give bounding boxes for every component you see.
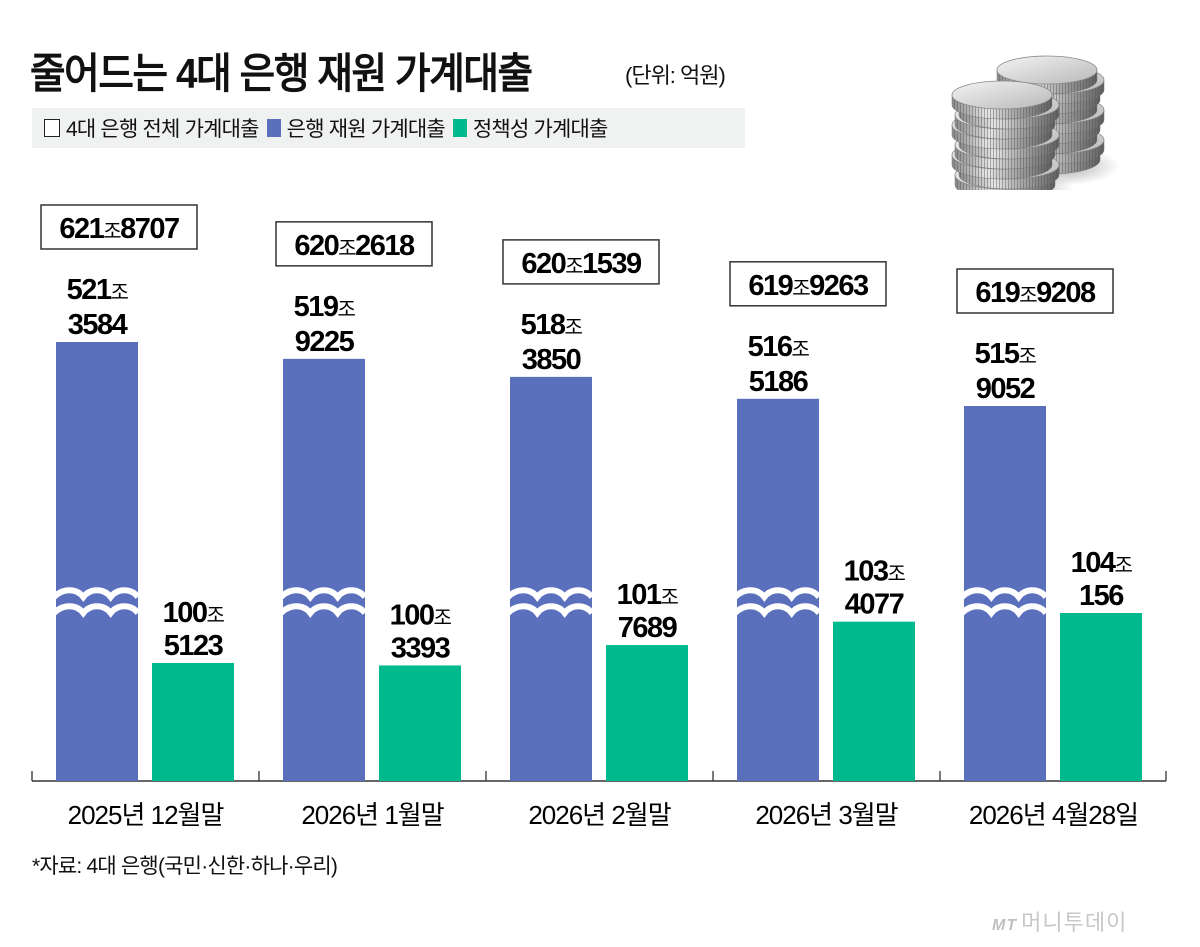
total-box <box>502 239 660 285</box>
data-label-policy-top: 100조 <box>163 597 225 629</box>
axis-break-wave <box>278 587 368 602</box>
axis-break-wave <box>959 587 1049 602</box>
data-label-policy-bottom: 5123 <box>164 630 224 662</box>
axis-break-wave <box>278 603 368 618</box>
axis-break-wave <box>51 603 141 618</box>
data-label-policy-top: 101조 <box>617 579 679 611</box>
data-label-policy-bottom: 4077 <box>845 589 904 621</box>
data-label-bank-funded-top: 519조 <box>294 291 356 323</box>
unit-note: (단위: 억원) <box>625 63 726 88</box>
data-label-policy-bottom: 7689 <box>618 612 678 644</box>
legend-label-policy: 정책성 가계대출 <box>472 118 608 141</box>
data-label-policy-top: 100조 <box>390 599 452 631</box>
axis-break-wave <box>505 587 595 602</box>
data-label-bank-funded-top: 516조 <box>748 331 810 363</box>
data-label-bank-funded-bottom: 9225 <box>295 326 355 358</box>
source-note: *자료: 4대 은행(국민·신한·하나·우리) <box>32 855 338 878</box>
chart-title: 줄어드는 4대 은행 재원 가계대출 <box>30 50 533 97</box>
data-label-bank-funded-top: 515조 <box>975 338 1037 370</box>
bar-policy <box>606 645 688 781</box>
total-label: 619조9208 <box>975 277 1096 309</box>
axis-break-wave <box>959 603 1049 618</box>
data-label-bank-funded-top: 518조 <box>521 309 583 341</box>
x-tick-label: 2026년 2월말 <box>528 800 670 830</box>
x-tick-label: 2025년 12월말 <box>68 800 224 830</box>
total-label: 620조1539 <box>521 248 642 280</box>
coin-stacks-icon <box>951 55 1120 190</box>
bar-policy <box>833 621 915 781</box>
total-box <box>40 204 198 250</box>
x-tick-label: 2026년 3월말 <box>755 800 897 830</box>
bar-bank-funded <box>283 358 365 781</box>
data-label-policy-top: 103조 <box>844 556 906 588</box>
data-label-policy-bottom: 156 <box>1079 580 1124 612</box>
legend-swatch-policy <box>452 119 467 137</box>
bar-bank-funded <box>510 376 592 781</box>
legend-item-policy: 정책성 가계대출 <box>452 113 608 143</box>
data-label-policy-top: 104조 <box>1071 547 1133 579</box>
logo-text: 머니투데이 <box>1021 910 1128 935</box>
bar-policy <box>1060 613 1142 781</box>
legend-label-bank-funded: 은행 재원 가계대출 <box>286 118 446 141</box>
legend-label-total: 4대 은행 전체 가계대출 <box>66 118 259 141</box>
x-tick-label: 2026년 4월28일 <box>969 800 1138 830</box>
legend-item-total: 4대 은행 전체 가계대출 <box>44 113 259 143</box>
axis-break-wave <box>51 587 141 602</box>
legend: 4대 은행 전체 가계대출 은행 재원 가계대출 정책성 가계대출 <box>32 108 745 148</box>
data-label-policy-bottom: 3393 <box>391 632 451 664</box>
coin-stack-front <box>951 80 1075 190</box>
total-label: 621조8707 <box>59 213 179 245</box>
total-label: 619조9263 <box>748 270 869 302</box>
total-box <box>729 261 887 307</box>
total-label: 620조2618 <box>294 230 415 262</box>
data-label-bank-funded-top: 521조 <box>67 274 129 306</box>
bar-policy <box>152 663 234 781</box>
legend-swatch-bank-funded <box>266 119 281 137</box>
logo-mark: MT <box>992 917 1018 934</box>
total-box <box>275 221 433 267</box>
bar-policy <box>379 665 461 781</box>
publisher-logo: MT 머니투데이 <box>992 905 1127 937</box>
bar-bank-funded <box>964 406 1046 781</box>
x-tick-label: 2026년 1월말 <box>301 800 443 830</box>
axis-break-wave <box>505 603 595 618</box>
axis-break-wave <box>732 603 822 618</box>
data-label-bank-funded-bottom: 3584 <box>68 309 128 341</box>
axis-break-wave <box>732 587 822 602</box>
data-label-bank-funded-bottom: 3850 <box>522 344 581 376</box>
total-box <box>956 268 1114 314</box>
data-label-bank-funded-bottom: 9052 <box>976 373 1035 405</box>
legend-swatch-total <box>44 119 60 137</box>
data-label-bank-funded-bottom: 5186 <box>749 366 809 398</box>
legend-item-bank-funded: 은행 재원 가계대출 <box>266 113 446 143</box>
bar-bank-funded <box>56 342 138 781</box>
